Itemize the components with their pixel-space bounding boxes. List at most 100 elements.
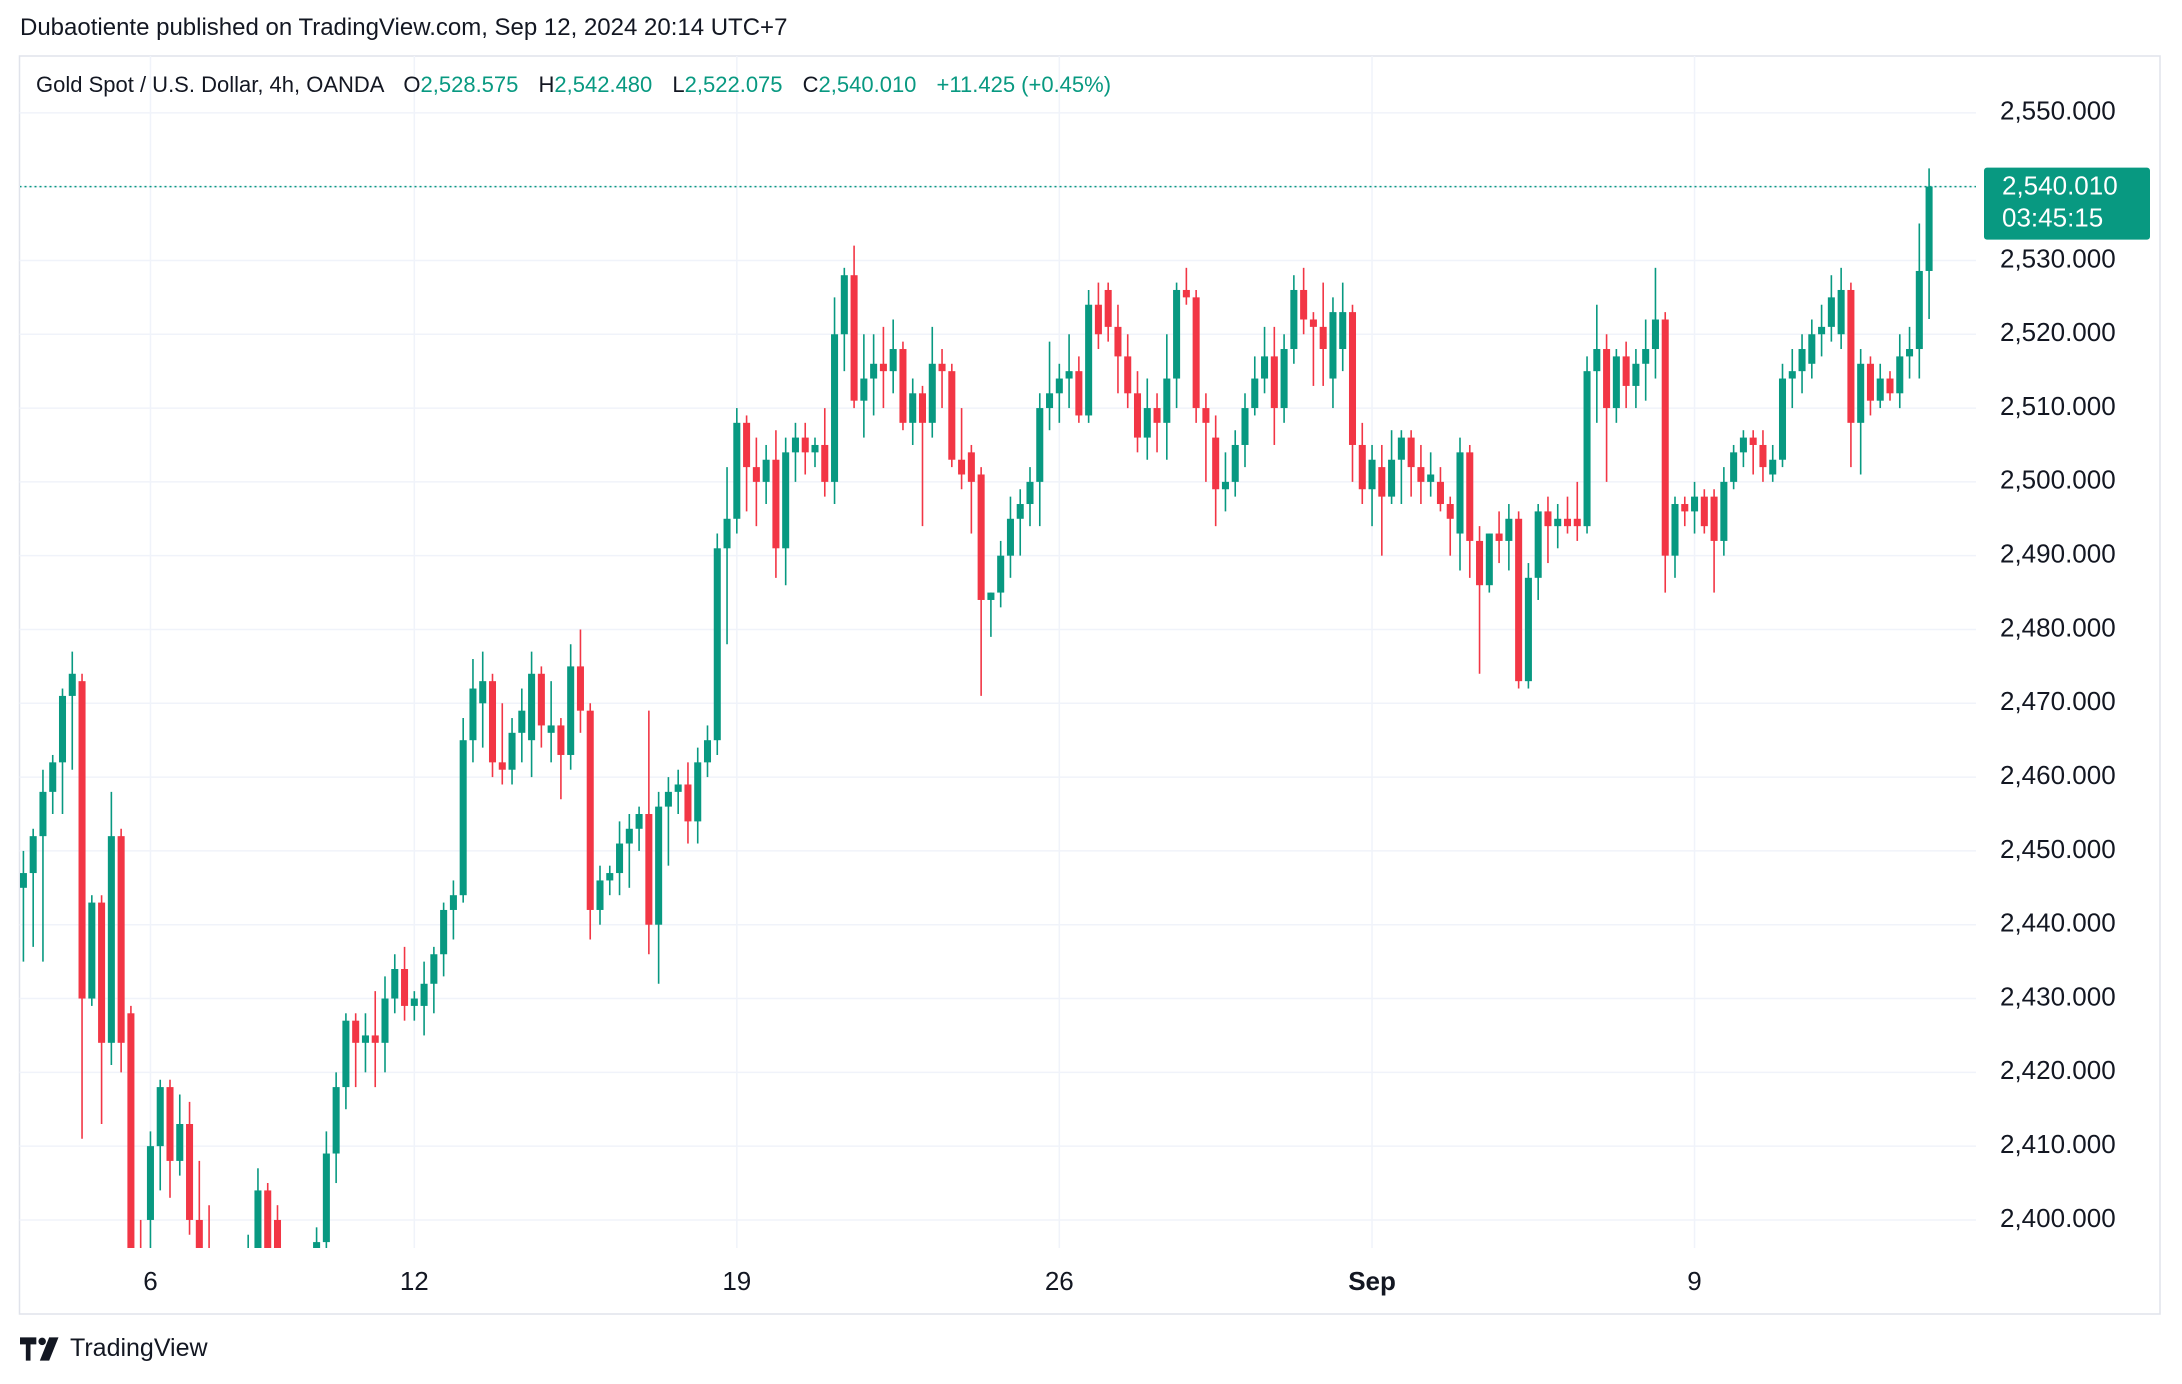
candle-body (1270, 356, 1278, 409)
candle-body (703, 740, 712, 763)
candle-body (410, 998, 418, 1006)
candle-body (596, 880, 604, 910)
grid (19, 56, 1976, 1248)
y-tick-label: 2,460.000 (2000, 760, 2116, 790)
candle-body (1730, 452, 1738, 482)
y-tick-label: 2,400.000 (2000, 1203, 2116, 1233)
symbol-legend: Gold Spot / U.S. Dollar, 4h, OANDA O2,52… (36, 72, 1111, 98)
candle-body (616, 843, 624, 874)
candle-body (1681, 504, 1689, 512)
axes: 2,400.000 2,410.000 2,420.000 2,430.000 2,44… (143, 96, 2150, 1296)
candle-body (528, 673, 536, 741)
candle-body (479, 681, 487, 704)
candle-body (1593, 349, 1601, 372)
y-tick-label: 2,500.000 (2000, 465, 2116, 495)
candle-body (1202, 408, 1210, 423)
candle-body (850, 275, 858, 401)
candle-body (371, 1035, 379, 1043)
y-tick-label: 2,480.000 (2000, 612, 2116, 642)
candle-body (245, 1249, 252, 1293)
candle-body (1241, 408, 1249, 445)
candle-body (1427, 474, 1435, 482)
candle-body (508, 732, 516, 770)
candle-body (1485, 533, 1493, 586)
legend-value: 2,522.075 (684, 72, 783, 97)
candle-body (879, 363, 887, 372)
candle-body (1505, 518, 1513, 541)
candle-body (1006, 518, 1014, 556)
candle-body (1534, 511, 1542, 578)
candle-body (1798, 349, 1806, 372)
candle-body (684, 784, 692, 822)
candle-body (29, 836, 37, 874)
candle-body (401, 969, 409, 1006)
candle-body (713, 548, 721, 741)
candle-body (635, 814, 643, 829)
candle-body (440, 909, 448, 955)
candle-body (264, 1190, 272, 1248)
candle-body (1466, 452, 1474, 541)
candle-body (1622, 356, 1630, 386)
candle-body (733, 422, 741, 519)
candle-body (459, 740, 467, 896)
candle-body (1866, 363, 1874, 401)
candle-body (1407, 437, 1415, 468)
candle-body (294, 1279, 301, 1309)
candle-body (547, 725, 555, 733)
candle-body (352, 1020, 360, 1043)
y-tick-label: 2,490.000 (2000, 539, 2116, 569)
candle-body (58, 695, 67, 763)
candle-body (1251, 378, 1259, 409)
last-price-box (1984, 167, 2150, 240)
y-tick-label: 2,530.000 (2000, 243, 2116, 273)
candle-body (430, 954, 438, 984)
candle-body (1818, 326, 1826, 335)
candle-body (117, 836, 125, 1043)
legend-value: 2,542.480 (554, 72, 653, 97)
candle-body (889, 349, 897, 372)
candle-body (1153, 408, 1161, 423)
candle-body (1642, 349, 1650, 364)
candle-body (557, 725, 565, 755)
candle-body (1788, 371, 1796, 379)
candle-body (1544, 511, 1552, 527)
candle-body (1691, 496, 1699, 512)
candle-body (195, 1219, 203, 1248)
candle-body (146, 1146, 154, 1220)
y-tick-label: 2,420.000 (2000, 1055, 2116, 1085)
candle-body (831, 334, 839, 482)
candle-body (303, 1264, 310, 1294)
candle-body (1309, 319, 1317, 327)
brand-logo (20, 1336, 59, 1361)
legend-value: 2,540.010 (818, 72, 917, 97)
candle-body (1212, 437, 1220, 490)
countdown-label: 03:45:15 (2002, 202, 2103, 232)
candle-body (1114, 326, 1122, 357)
candle-body (1124, 356, 1132, 394)
legend-key: O (403, 72, 421, 97)
candle-body (166, 1087, 174, 1161)
candle-body (420, 983, 428, 1006)
candle-body (918, 393, 927, 423)
candle-body (606, 873, 614, 881)
candle-body (1906, 349, 1914, 357)
y-tick-label: 2,430.000 (2000, 981, 2116, 1011)
candle-body (1055, 378, 1063, 394)
candle-body (1046, 393, 1054, 409)
candle-body (361, 1035, 369, 1043)
candle-body (1026, 481, 1034, 505)
candle-body (1388, 459, 1396, 497)
x-tick-label: 12 (400, 1266, 429, 1296)
candle-body (567, 666, 575, 755)
x-tick-label: Sep (1348, 1266, 1396, 1296)
candle-body (1700, 496, 1708, 527)
last-price-label: 2,540.010 (2002, 170, 2118, 200)
candle-body (840, 275, 848, 335)
y-tick-label: 2,470.000 (2000, 686, 2116, 716)
candle-body (782, 452, 790, 549)
candle-body (674, 784, 682, 792)
candle-body (1104, 289, 1112, 327)
candle-body (225, 1309, 232, 1339)
candle-body (1495, 533, 1503, 541)
